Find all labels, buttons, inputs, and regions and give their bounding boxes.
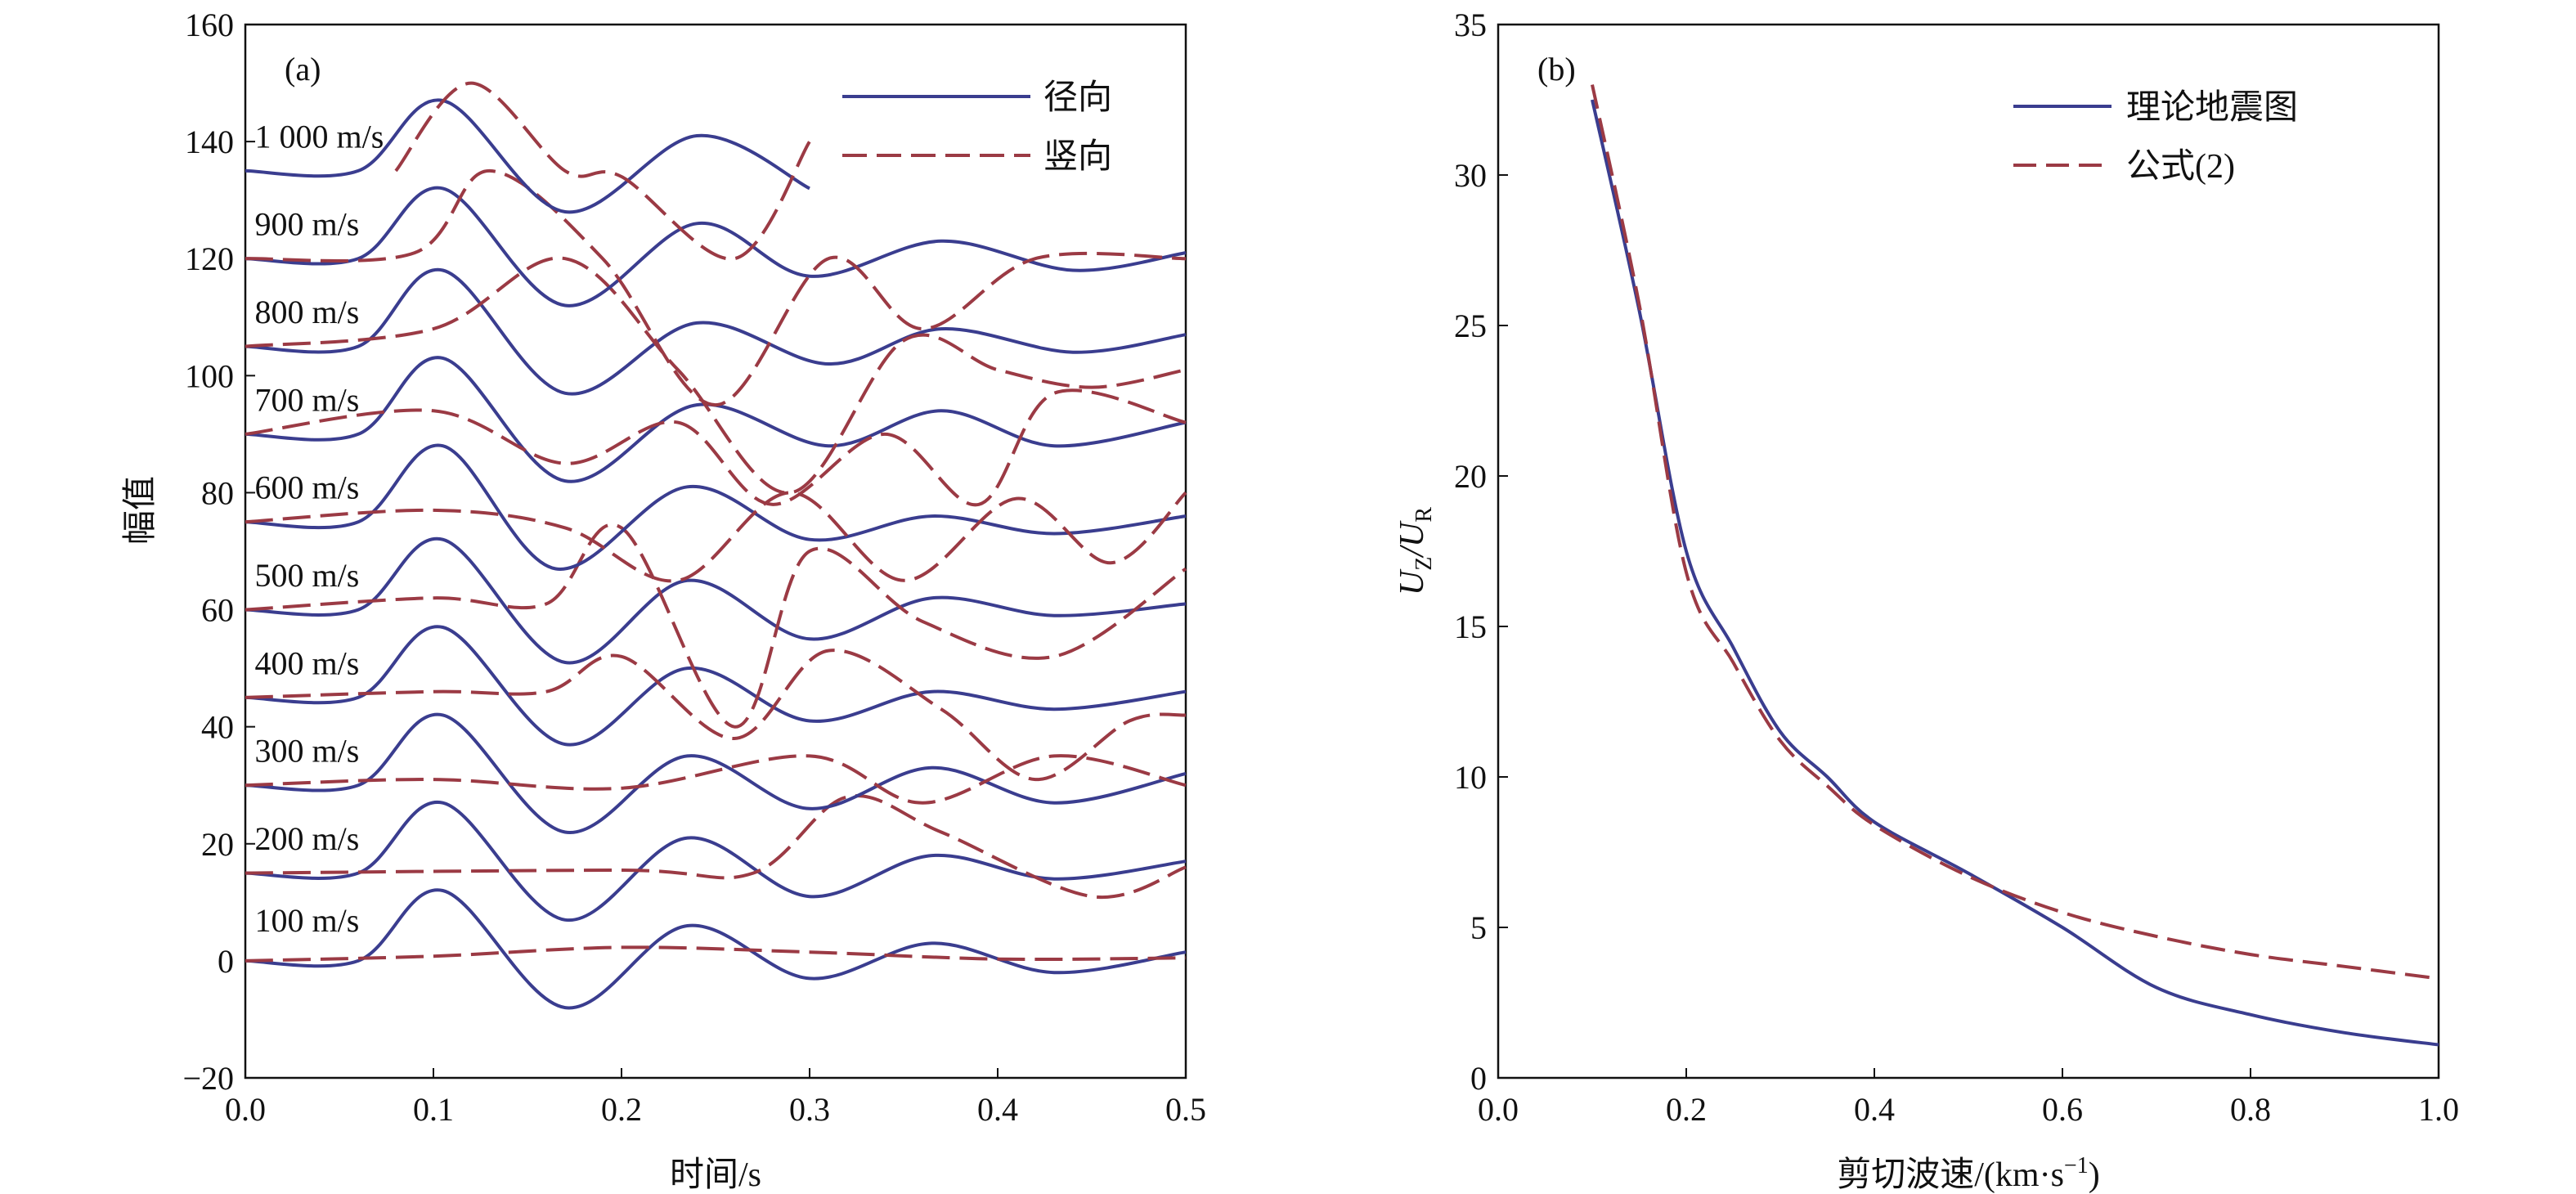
b-x-tick-label: 0.2: [1666, 1091, 1707, 1128]
a-y-tick-label: 100: [185, 357, 234, 394]
a-x-tick-label: 0.3: [789, 1091, 830, 1128]
trace-label: 500 m/s: [255, 557, 360, 594]
vertical-trace: [245, 168, 1187, 407]
radial-trace: [245, 712, 1187, 834]
vertical-trace: [245, 523, 1187, 729]
trace-label: 1 000 m/s: [255, 118, 384, 155]
a-y-tick-label: 120: [185, 240, 234, 277]
trace-label: 900 m/s: [255, 206, 360, 243]
a-x-axis-label: 时间/s: [670, 1156, 761, 1194]
b-y-tick-label: 15: [1454, 608, 1487, 645]
b-y-tick-label: 35: [1454, 7, 1487, 43]
a-plot-frame: [244, 23, 1187, 1080]
trace-label: 400 m/s: [255, 644, 360, 681]
a-y-tick-label: 60: [201, 592, 234, 629]
b-x-tick-label: 0.0: [1478, 1091, 1519, 1128]
vertical-trace: [245, 388, 1187, 507]
a-y-tick-label: 140: [185, 123, 234, 160]
trace-label: 600 m/s: [255, 469, 360, 506]
theoretical-seismogram-line: [1591, 99, 2439, 1047]
panel-a: 0.0 0.1 0.2 0.3 0.4 0.5 −20 0 20 40 60 80 100 120 140 1…: [122, 7, 1206, 1194]
b-y-axis-label: UZ/UR: [1393, 507, 1437, 595]
vertical-trace: [245, 491, 1187, 583]
a-y-tick-label: 160: [185, 7, 234, 43]
radial-trace: [245, 356, 1187, 483]
trace-label: 800 m/s: [255, 294, 360, 330]
vertical-trace: [245, 649, 1187, 782]
vertical-trace: [245, 945, 1187, 963]
a-y-axis-label: 幅值: [122, 476, 159, 545]
radial-trace: [245, 888, 1187, 1010]
trace-label: 100 m/s: [255, 902, 360, 939]
b-y-tick-label: 30: [1454, 157, 1487, 194]
b-x-axis-label: 剪切波速/(km·s−1): [1837, 1153, 2099, 1194]
formula-2-line: [1591, 84, 2439, 981]
a-y-tick-label: 80: [201, 474, 234, 511]
trace-label: 300 m/s: [255, 733, 360, 770]
vertical-trace: [245, 256, 1187, 495]
b-y-tick-label: 10: [1454, 759, 1487, 796]
b-x-tick-label: 0.8: [2230, 1091, 2271, 1128]
trace-label: 200 m/s: [255, 820, 360, 857]
a-x-tick-label: 0.4: [977, 1091, 1018, 1128]
radial-trace: [245, 625, 1187, 747]
b-plot-frame: [1497, 23, 2440, 1080]
radial-trace: [245, 98, 810, 214]
radial-trace: [245, 800, 1187, 922]
radial-trace: [245, 267, 1187, 396]
b-panel-label: (b): [1537, 51, 1576, 88]
b-y-tick-label: 25: [1454, 307, 1487, 344]
b-x-tick-label: 1.0: [2418, 1091, 2459, 1128]
radial-trace: [245, 443, 1187, 571]
b-y-tick-label: 20: [1454, 458, 1487, 495]
vertical-trace: [245, 754, 1187, 805]
a-y-tick-label: 0: [218, 943, 234, 980]
a-x-tick-label: 0.0: [225, 1091, 266, 1128]
panel-b: 0.0 0.2 0.4 0.6 0.8 1.0 0 5 10 15 20 25 30 35 (b) 剪切波速/…: [1393, 7, 2459, 1194]
trace-label: 700 m/s: [255, 381, 360, 418]
a-x-tick-label: 0.1: [413, 1091, 454, 1128]
legend-vertical-label: 竖向: [1043, 138, 1112, 176]
a-x-tick-label: 0.2: [601, 1091, 642, 1128]
a-y-tick-label: 40: [201, 709, 234, 746]
a-panel-label: (a): [285, 51, 321, 88]
legend-radial-label: 径向: [1043, 79, 1112, 117]
legend-formula-label: 公式(2): [2126, 148, 2235, 186]
a-y-tick-label: −20: [182, 1060, 234, 1097]
a-y-tick-label: 20: [201, 826, 234, 863]
radial-trace: [245, 186, 1187, 307]
b-y-tick-label: 0: [1470, 1060, 1487, 1097]
b-x-tick-label: 0.6: [2042, 1091, 2083, 1128]
radial-trace: [245, 536, 1187, 665]
legend-theoretical-label: 理论地震图: [2126, 89, 2298, 127]
b-y-tick-label: 5: [1470, 909, 1487, 946]
vertical-trace: [394, 81, 811, 261]
a-x-tick-label: 0.5: [1165, 1091, 1206, 1128]
b-x-tick-label: 0.4: [1854, 1091, 1895, 1128]
vertical-trace: [245, 794, 1187, 900]
